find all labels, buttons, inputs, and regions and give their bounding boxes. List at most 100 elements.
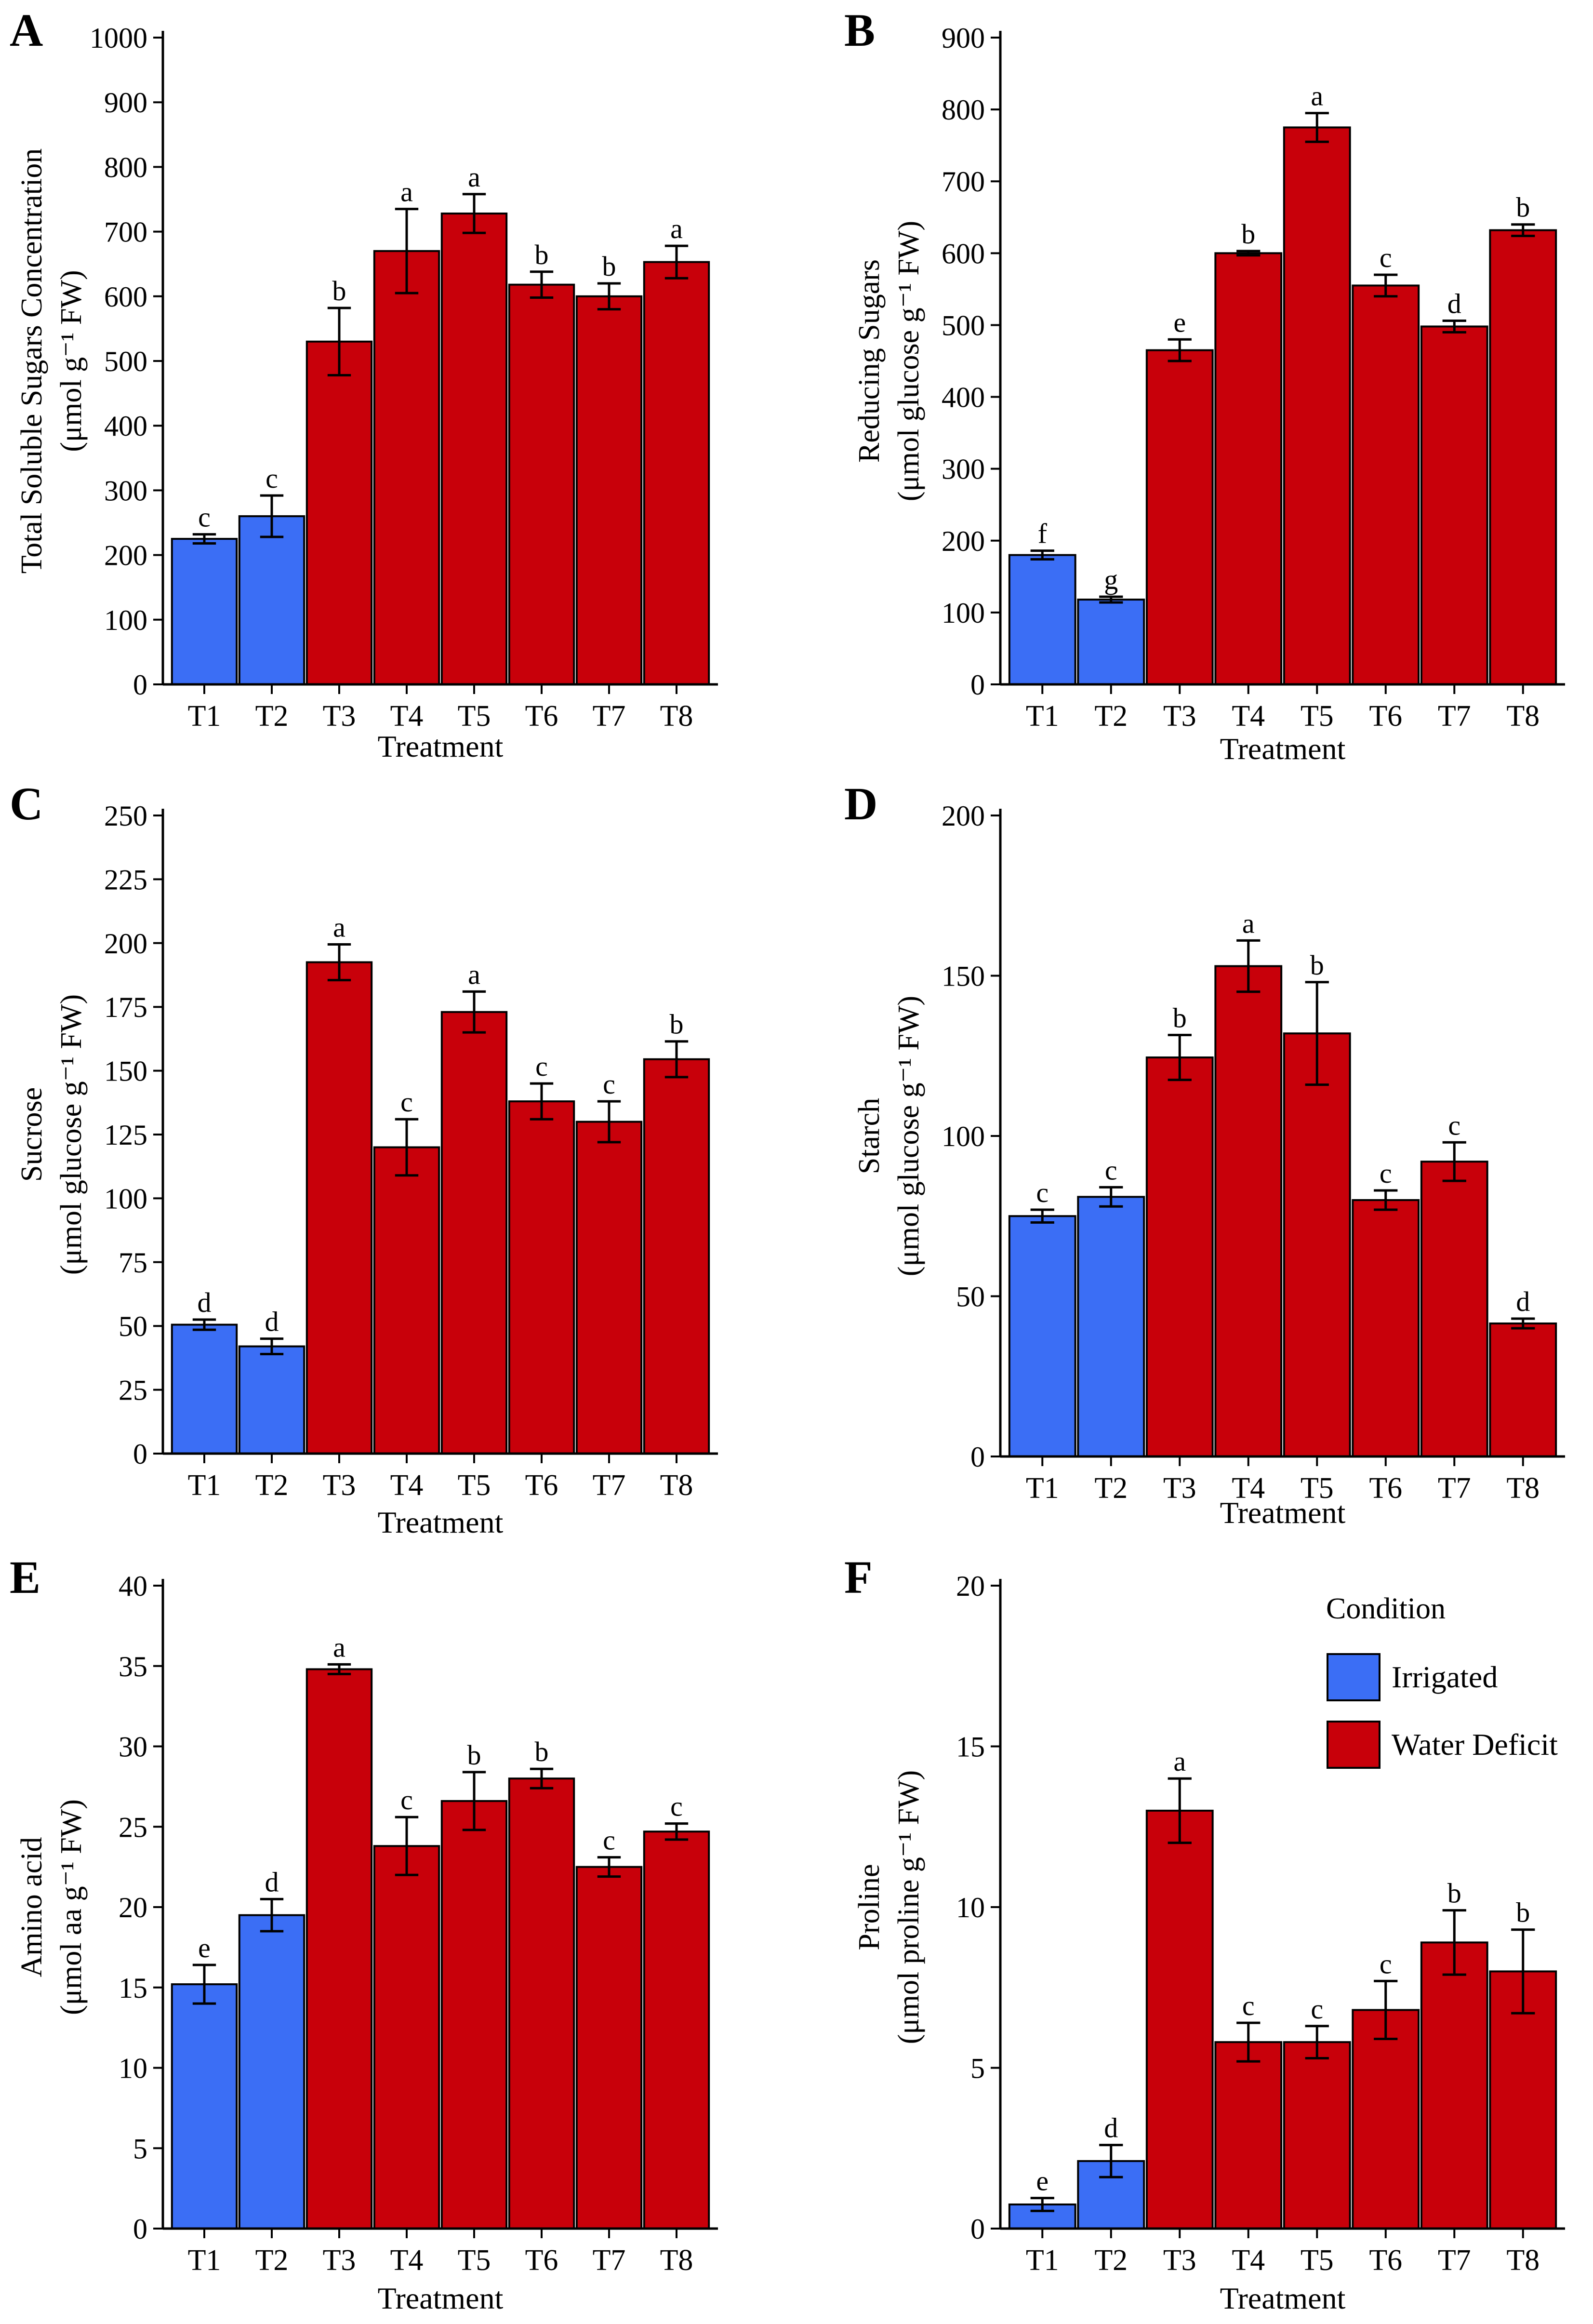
- bar-t2: [238, 515, 305, 685]
- y-tick-label: 700: [104, 216, 147, 248]
- y-tick-label: 0: [133, 2213, 147, 2245]
- y-tick-label: 600: [104, 281, 147, 313]
- x-tick-label: T2: [1094, 1472, 1128, 1505]
- y-tick-label: 500: [104, 346, 147, 377]
- significance-letter: d: [1447, 288, 1461, 319]
- bar-t8: [643, 1058, 710, 1455]
- x-tick-label: T5: [1301, 1472, 1334, 1505]
- y-tick-label: 125: [104, 1119, 147, 1151]
- y-tick-label: 100: [104, 1183, 147, 1215]
- significance-letter: a: [1311, 80, 1323, 112]
- bar-t1: [171, 538, 238, 686]
- bar-t5: [440, 1011, 508, 1455]
- significance-letter: d: [265, 1866, 279, 1897]
- y-tick-label: 0: [133, 669, 147, 701]
- significance-letter: g: [1104, 564, 1118, 595]
- bar-t5: [440, 1800, 508, 2230]
- x-tick-label: T2: [255, 2244, 289, 2277]
- y-tick-label: 800: [104, 151, 147, 183]
- legend-title: Condition: [1326, 1592, 1446, 1625]
- significance-letter: a: [1242, 908, 1255, 939]
- y-tick-label: 300: [942, 454, 985, 485]
- y-tick-label: 20: [956, 1570, 985, 1602]
- x-tick-label: T3: [1163, 1472, 1196, 1505]
- x-tick-label: T4: [1232, 2244, 1265, 2277]
- significance-letter: c: [1105, 1154, 1117, 1186]
- significance-letter: b: [535, 239, 549, 270]
- x-tick-label: T5: [458, 700, 491, 733]
- y-tick-label: 225: [104, 864, 147, 895]
- x-axis-label: Treatment: [1220, 2281, 1346, 2315]
- significance-letter: c: [535, 1051, 548, 1082]
- y-axis-label-line1: Total Soluble Sugars Concentration: [15, 148, 48, 574]
- x-tick-label: T5: [458, 1469, 491, 1502]
- y-tick-label: 0: [970, 669, 985, 701]
- significance-letter: b: [1173, 1002, 1187, 1034]
- x-tick-label: T1: [1026, 700, 1059, 733]
- significance-letter: a: [333, 911, 345, 943]
- y-tick-label: 100: [942, 597, 985, 629]
- x-tick-label: T7: [593, 2244, 626, 2277]
- bar-t3: [1145, 1056, 1214, 1457]
- significance-letter: d: [198, 1287, 212, 1318]
- y-tick-label: 0: [970, 2213, 985, 2245]
- significance-letter: c: [603, 1825, 615, 1856]
- y-tick-label: 600: [942, 238, 985, 269]
- bar-t1: [1008, 554, 1076, 685]
- bar-t3: [305, 961, 373, 1455]
- x-axis-label: Treatment: [1220, 732, 1346, 766]
- x-tick-label: T8: [1506, 700, 1540, 733]
- y-tick-label: 900: [104, 87, 147, 119]
- panel-letter: D: [844, 778, 877, 829]
- significance-letter: c: [198, 502, 211, 533]
- bar-t1: [1008, 1215, 1076, 1457]
- y-axis-label-line2: (μmol glucose g⁻¹ FW): [892, 996, 925, 1276]
- panel-d: Dc T1 c T2 b T3 a T4 b T5 c T6 c T7 d T8 0 50 100 150 200 Tre…: [844, 778, 1565, 1530]
- y-axis-label-line2: (μmol g⁻¹ FW): [55, 270, 88, 452]
- significance-letter: c: [1311, 1993, 1323, 2025]
- significance-letter: c: [603, 1069, 615, 1100]
- bar-t2: [1077, 599, 1145, 685]
- x-tick-label: T8: [660, 700, 693, 733]
- y-tick-label: 0: [970, 1441, 985, 1473]
- significance-letter: b: [1447, 1878, 1461, 1909]
- x-tick-label: T8: [1506, 2244, 1540, 2277]
- y-tick-label: 50: [119, 1310, 147, 1342]
- x-tick-label: T7: [1438, 700, 1471, 733]
- significance-letter: d: [265, 1306, 279, 1337]
- significance-letter: e: [1036, 2165, 1049, 2197]
- bar-t1: [171, 1983, 238, 2230]
- significance-letter: c: [1380, 1158, 1392, 1189]
- y-tick-label: 25: [119, 1811, 147, 1843]
- significance-letter: c: [670, 1791, 683, 1822]
- panel-c: Cd T1 d T2 a T3 c T4 a T5 c T6 c T7 b T8 0 25 50 75 100 125 15…: [10, 778, 718, 1539]
- y-tick-label: 200: [942, 525, 985, 557]
- bar-t2: [1077, 1196, 1145, 1458]
- significance-letter: c: [400, 1784, 413, 1816]
- significance-letter: b: [332, 275, 346, 307]
- significance-letter: b: [670, 1009, 684, 1040]
- x-axis-label: Treatment: [1220, 1496, 1346, 1530]
- y-tick-label: 75: [119, 1247, 147, 1279]
- y-axis-label-line2: (μmol aa g⁻¹ FW): [55, 1799, 88, 2015]
- x-tick-label: T6: [1369, 2244, 1402, 2277]
- panel-letter: E: [10, 1551, 40, 1603]
- bar-t2: [238, 1914, 305, 2230]
- significance-letter: b: [1516, 192, 1530, 223]
- x-tick-label: T6: [1369, 700, 1402, 733]
- significance-letter: b: [602, 251, 616, 282]
- x-tick-label: T2: [1094, 2244, 1128, 2277]
- x-tick-label: T8: [660, 1469, 693, 1502]
- bar-t5: [1283, 2041, 1351, 2230]
- significance-letter: a: [1173, 1746, 1186, 1777]
- y-tick-label: 150: [942, 961, 985, 992]
- panel-a: Ac T1 c T2 b T3 a T4 a T5 b T6 b T7 a T8 0 100 200 300 400 50…: [10, 4, 718, 763]
- y-axis-label-line1: Reducing Sugars: [853, 259, 886, 463]
- significance-letter: c: [1036, 1177, 1049, 1208]
- significance-letter: d: [1516, 1286, 1530, 1317]
- y-axis-label-line2: (μmol glucose g⁻¹ FW): [55, 994, 88, 1275]
- x-tick-label: T1: [188, 2244, 221, 2277]
- panel-letter: C: [10, 778, 43, 829]
- y-tick-label: 800: [942, 94, 985, 126]
